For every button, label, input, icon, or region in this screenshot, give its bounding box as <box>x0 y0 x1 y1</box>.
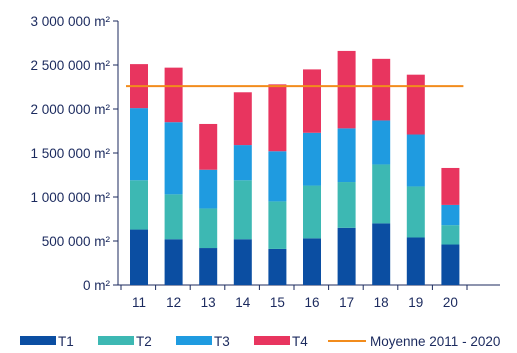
bar-segment-t1 <box>441 244 460 285</box>
x-tick-label: 20 <box>443 295 458 310</box>
x-tick-label: 15 <box>270 295 285 310</box>
bar-segment-t3 <box>268 151 287 202</box>
y-tick-label: 1 500 000 m² <box>30 146 110 161</box>
bar-segment-t3 <box>337 128 356 183</box>
bar-segment-t3 <box>233 145 252 181</box>
bar-segment-t1 <box>303 238 321 285</box>
x-tick-label: 17 <box>339 295 354 310</box>
bar-segment-t2 <box>441 225 460 245</box>
bar-segment-t1 <box>337 227 356 285</box>
y-tick-label: 2 500 000 m² <box>30 58 110 73</box>
bar-segment-t3 <box>406 134 425 187</box>
legend-label-t2: T2 <box>136 334 152 349</box>
bar-segment-t1 <box>268 248 287 285</box>
bar-segment-t3 <box>303 132 321 186</box>
x-tick-label: 13 <box>201 295 216 310</box>
legend-label-t1: T1 <box>58 334 74 349</box>
x-tick-label: 12 <box>166 295 181 310</box>
bar-segment-t3 <box>441 204 460 226</box>
bar-segment-t2 <box>164 194 183 240</box>
bar-segment-t1 <box>372 223 391 285</box>
x-tick-label: 18 <box>374 295 389 310</box>
bar-segment-t4 <box>233 92 252 146</box>
bar-segment-t2 <box>199 208 218 249</box>
bar-segment-t4 <box>199 123 218 170</box>
bar-segment-t1 <box>130 229 148 285</box>
bar-segment-t3 <box>130 108 148 181</box>
bar-segment-t2 <box>337 182 356 228</box>
bar-segment-t4 <box>372 58 391 121</box>
x-tick-label: 14 <box>235 295 251 310</box>
legend-label-average: Moyenne 2011 - 2020 <box>370 334 500 349</box>
legend-swatch-t2 <box>98 336 134 345</box>
y-tick-label: 1 000 000 m² <box>30 190 110 205</box>
bar-segment-t4 <box>164 67 183 123</box>
y-tick-label: 2 000 000 m² <box>30 102 110 117</box>
y-tick-label: 500 000 m² <box>42 234 111 249</box>
bar-segment-t1 <box>406 237 425 285</box>
bars-group <box>130 50 460 285</box>
y-tick-label: 3 000 000 m² <box>30 14 110 29</box>
legend-swatch-t3 <box>176 336 212 345</box>
bar-segment-t2 <box>130 180 148 230</box>
y-tick-label: 0 m² <box>83 278 111 293</box>
bar-segment-t4 <box>406 74 425 135</box>
legend-swatch-t4 <box>254 336 290 345</box>
bar-segment-t1 <box>233 239 252 285</box>
bar-segment-t2 <box>303 185 321 239</box>
bar-segment-t4 <box>268 84 287 152</box>
x-tick-label: 19 <box>408 295 423 310</box>
bar-segment-t1 <box>164 239 183 285</box>
bar-segment-t2 <box>406 186 425 238</box>
bar-segment-t1 <box>199 248 218 285</box>
bar-segment-t2 <box>268 201 287 249</box>
bar-segment-t2 <box>233 180 252 240</box>
legend-label-t4: T4 <box>292 334 308 349</box>
legend-swatch-t1 <box>20 336 56 345</box>
x-tick-label: 16 <box>304 295 319 310</box>
bar-segment-t4 <box>441 167 460 205</box>
x-tick-label: 11 <box>132 295 146 310</box>
legend-label-t3: T3 <box>214 334 230 349</box>
bar-segment-t4 <box>337 50 356 129</box>
bar-segment-t4 <box>303 69 321 133</box>
legend-group: T1 T2 T3 T4 Moyenne 2011 - 2020 <box>20 334 500 349</box>
bar-segment-t2 <box>372 164 391 224</box>
y-axis-group: 0 m² 500 000 m² 1 000 000 m² 1 500 000 m² 2 … <box>30 14 119 293</box>
bar-segment-t3 <box>199 169 218 209</box>
bar-segment-t3 <box>164 122 183 195</box>
bar-segment-t3 <box>372 120 391 165</box>
x-axis-group: 11 12 13 14 15 16 17 18 19 20 <box>118 284 500 310</box>
